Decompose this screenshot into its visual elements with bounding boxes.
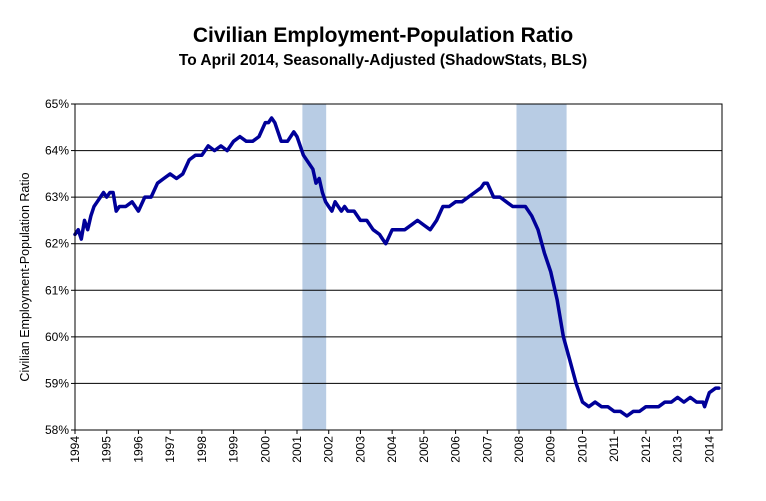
x-tick-label: 1995: [100, 436, 114, 463]
x-tick-label: 2008: [512, 436, 526, 463]
y-tick-label: 63%: [45, 190, 69, 204]
recession-bands: [302, 104, 567, 430]
y-tick-label: 60%: [45, 330, 69, 344]
x-axis-ticks: 1994 1995 1996 1997 1998 1999 2000 2001 2002 2003…: [68, 430, 716, 463]
x-tick-label: 2012: [639, 436, 653, 463]
x-tick-label: 2011: [607, 436, 621, 462]
recession-band-2: [516, 104, 567, 430]
x-tick-label: 2004: [385, 436, 399, 463]
y-tick-label: 59%: [45, 376, 69, 390]
chart-title: Civilian Employment-Population Ratio: [192, 24, 574, 47]
y-tick-label: 61%: [45, 283, 69, 297]
x-tick-label: 2002: [322, 436, 336, 463]
x-tick-label: 2009: [544, 436, 558, 463]
series: [73, 116, 721, 418]
x-tick-label: 2000: [258, 436, 272, 463]
y-axis-label: Civilian Employment-Population Ratio: [18, 172, 32, 381]
x-tick-label: 2005: [417, 436, 431, 463]
x-tick-label: 1997: [163, 436, 177, 463]
x-tick-label: 1994: [68, 436, 82, 463]
x-tick-label: 2007: [480, 436, 494, 463]
x-tick-label: 1999: [227, 436, 241, 463]
gridlines: [75, 103, 722, 431]
chart-subtitle: To April 2014, Seasonally-Adjusted (Shad…: [178, 52, 588, 69]
y-tick-label: 65%: [45, 97, 69, 111]
x-tick-label: 2003: [353, 436, 367, 463]
series-line-1: [73, 116, 721, 418]
x-tick-label: 1996: [131, 436, 145, 463]
x-tick-label: 2014: [702, 436, 716, 463]
y-tick-label: 62%: [45, 237, 69, 251]
recession-band-1: [302, 104, 327, 430]
x-tick-label: 2001: [290, 436, 304, 463]
x-tick-label: 2010: [575, 436, 589, 463]
y-axis-ticks: 58% 59% 60% 61% 62% 63% 64% 65%: [45, 97, 75, 437]
y-tick-label: 64%: [45, 144, 69, 158]
x-tick-label: 2013: [671, 436, 685, 463]
plot-frame: [74, 103, 723, 431]
x-tick-label: 2006: [449, 436, 463, 463]
x-tick-label: 1998: [195, 436, 209, 463]
y-tick-label: 58%: [45, 423, 69, 437]
